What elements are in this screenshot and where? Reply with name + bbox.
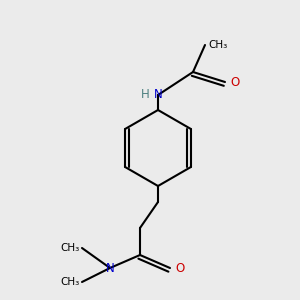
Text: CH₃: CH₃ bbox=[61, 243, 80, 253]
Text: O: O bbox=[230, 76, 239, 88]
Text: CH₃: CH₃ bbox=[61, 277, 80, 287]
Text: CH₃: CH₃ bbox=[208, 40, 227, 50]
Text: N: N bbox=[154, 88, 162, 101]
Text: O: O bbox=[175, 262, 184, 275]
Text: H: H bbox=[141, 88, 150, 101]
Text: N: N bbox=[106, 262, 114, 275]
